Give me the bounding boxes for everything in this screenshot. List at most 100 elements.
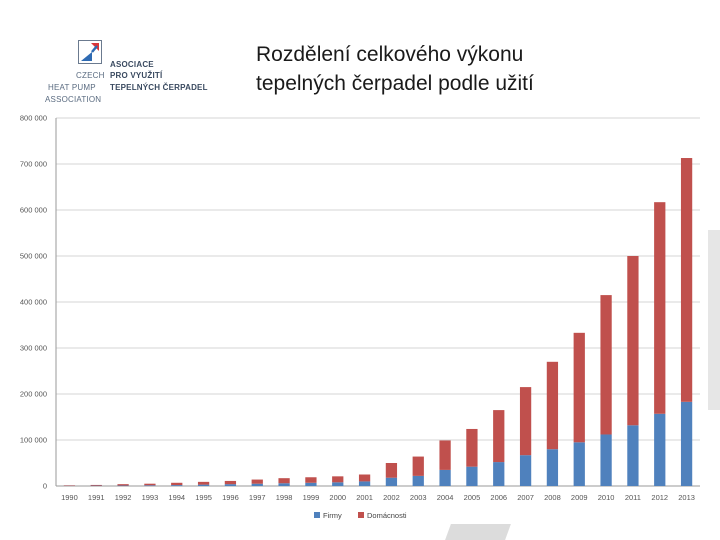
bar-dom-cnosti [224, 480, 237, 485]
x-tick-label: 2001 [356, 493, 373, 502]
x-tick-label: 1992 [115, 493, 132, 502]
logo-text-heat-pump: HEAT PUMP [48, 83, 96, 92]
logo-text-line1: ASOCIACE [110, 60, 154, 69]
bar-dom-cnosti [251, 479, 263, 484]
bar-dom-cnosti [332, 476, 344, 483]
bar-dom-cnosti [466, 428, 478, 467]
y-tick-label: 700 000 [20, 160, 47, 169]
page-title: Rozdělení celkového výkonu tepelných čer… [256, 40, 534, 98]
logo-text-line3: TEPELNÝCH ČERPADEL [110, 83, 208, 92]
bar-dom-cnosti [117, 484, 129, 486]
association-logo: ASOCIACE CZECH PRO VYUŽITÍ HEAT PUMP TEP… [44, 38, 244, 108]
bar-dom-cnosti [519, 387, 532, 456]
bar-firmy [466, 466, 478, 486]
logo-mark-icon [78, 40, 102, 64]
x-tick-label: 2005 [464, 493, 481, 502]
bar-dom-cnosti [358, 474, 371, 482]
chart-bars [63, 158, 693, 486]
x-tick-label: 2000 [329, 493, 346, 502]
x-tick-label: 1993 [142, 493, 159, 502]
bar-dom-cnosti [546, 361, 559, 450]
x-tick-label: 2008 [544, 493, 561, 502]
bar-dom-cnosti [197, 481, 210, 485]
legend-swatch [358, 512, 364, 518]
page-title-line2: tepelných čerpadel podle užití [256, 72, 534, 95]
y-tick-label: 200 000 [20, 390, 47, 399]
bar-firmy [680, 401, 693, 486]
bar-firmy [278, 483, 290, 486]
bar-dom-cnosti [439, 440, 451, 470]
logo-text-association: ASSOCIATION [45, 95, 102, 104]
bar-dom-cnosti [412, 456, 424, 476]
x-tick-label: 1995 [195, 493, 212, 502]
bar-firmy [600, 434, 612, 486]
bar-firmy [144, 485, 156, 486]
x-tick-label: 2006 [490, 493, 507, 502]
bar-dom-cnosti [278, 478, 290, 484]
x-tick-label: 2010 [598, 493, 615, 502]
x-axis-ticks: 1990 1991 1992 1993 1994 1995 1996 1997 1998 1999… [61, 493, 695, 502]
bar-firmy [654, 413, 666, 486]
bar-firmy [546, 449, 559, 486]
bar-firmy [332, 482, 344, 486]
bar-firmy [171, 485, 183, 486]
bar-firmy [412, 475, 424, 486]
x-tick-label: 1998 [276, 493, 293, 502]
legend-label: Firmy [323, 511, 342, 520]
y-tick-label: 600 000 [20, 206, 47, 215]
bar-firmy [493, 462, 505, 486]
decorative-shape-right [708, 230, 720, 410]
y-tick-label: 0 [43, 482, 47, 491]
bar-firmy [627, 425, 639, 486]
chart-gridlines [55, 117, 700, 487]
x-tick-label: 2012 [651, 493, 668, 502]
legend-swatch [314, 512, 320, 518]
y-axis-ticks: 0 100 000 200 000 300 000 400 000 500 000 600 … [20, 114, 47, 491]
chart-legend: Firmy Domácnosti [314, 511, 407, 520]
x-tick-label: 1994 [168, 493, 185, 502]
bar-dom-cnosti [600, 295, 612, 435]
bar-dom-cnosti [385, 463, 398, 478]
bar-firmy [439, 469, 451, 486]
y-tick-label: 800 000 [20, 114, 47, 123]
logo-text-line2: PRO VYUŽITÍ [110, 71, 163, 80]
y-tick-label: 300 000 [20, 344, 47, 353]
bar-firmy [573, 442, 585, 486]
y-tick-label: 400 000 [20, 298, 47, 307]
y-tick-label: 100 000 [20, 436, 47, 445]
bar-dom-cnosti [627, 256, 639, 426]
bar-dom-cnosti [654, 202, 666, 414]
x-tick-label: 2009 [571, 493, 588, 502]
x-tick-label: 1990 [61, 493, 78, 502]
bar-firmy [224, 484, 237, 486]
page-title-line1: Rozdělení celkového výkonu [256, 43, 524, 66]
bar-firmy [251, 483, 263, 486]
bar-dom-cnosti [144, 483, 156, 486]
logo-text-czech: CZECH [76, 71, 105, 80]
bar-firmy [358, 481, 371, 486]
bar-dom-cnosti [171, 482, 183, 486]
bar-dom-cnosti [493, 410, 505, 463]
bar-dom-cnosti [573, 332, 585, 443]
bar-firmy [519, 455, 532, 486]
bar-dom-cnosti [305, 477, 317, 483]
x-tick-label: 2007 [517, 493, 534, 502]
x-tick-label: 1991 [88, 493, 105, 502]
x-tick-label: 1999 [303, 493, 320, 502]
x-tick-label: 1996 [222, 493, 239, 502]
x-tick-label: 2002 [383, 493, 400, 502]
bar-firmy [305, 482, 317, 486]
x-tick-label: 2003 [410, 493, 427, 502]
x-tick-label: 1997 [249, 493, 266, 502]
bar-firmy [385, 477, 398, 486]
x-tick-label: 2013 [678, 493, 695, 502]
y-tick-label: 500 000 [20, 252, 47, 261]
bar-dom-cnosti [680, 158, 693, 402]
x-tick-label: 2011 [625, 493, 641, 502]
bar-firmy [197, 484, 210, 486]
decorative-shape-bottom [445, 524, 511, 540]
legend-label: Domácnosti [367, 511, 407, 520]
bar-dom-cnosti [90, 484, 102, 486]
x-tick-label: 2004 [437, 493, 454, 502]
